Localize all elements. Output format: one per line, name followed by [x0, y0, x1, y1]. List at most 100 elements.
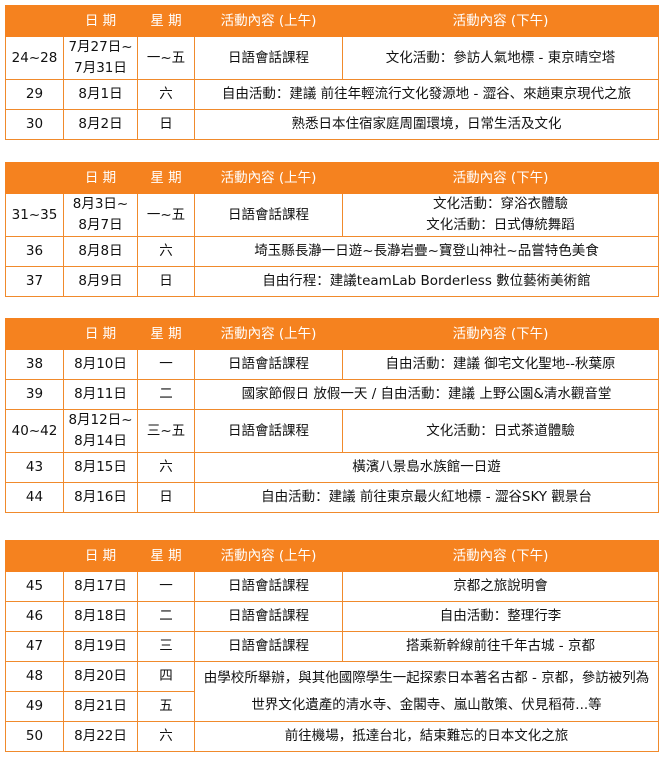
header-cell: 活動內容 (上午)	[194, 162, 343, 194]
cell: 文化活動：穿浴衣體驗 文化活動：日式傳統舞蹈	[342, 193, 659, 237]
header-cell	[5, 318, 64, 350]
cell: 京都之旅說明會	[342, 571, 659, 602]
cell: 自由活動：整理行李	[342, 601, 659, 632]
cell: 二	[137, 601, 195, 632]
cell: 8月17日	[63, 571, 138, 602]
cell: 前往機場，抵達台北，結束難忘的日本文化之旅	[194, 721, 659, 752]
cell: 五	[137, 691, 195, 722]
schedule-row: 37 8月9日日自由行程：建議teamLab Borderless 數位藝術美術館	[5, 266, 659, 297]
cell: 50	[5, 721, 64, 752]
cell: 24~28	[5, 36, 64, 80]
cell: 一~五	[137, 36, 195, 80]
schedule-table: 日 期星 期活動內容 (上午) 活動內容 (下午) 24~28 7月27日~ 7月31…	[5, 5, 659, 140]
cell: 8月1日	[63, 79, 138, 110]
cell: 8月3日~ 8月7日	[63, 193, 138, 237]
cell: 47	[5, 631, 64, 662]
cell: 六	[137, 721, 195, 752]
schedule-row: 30 8月2日日熟悉日本住宿家庭周圍環境，日常生活及文化	[5, 109, 659, 140]
cell: 日語會話課程	[194, 631, 343, 662]
header-cell: 星 期	[137, 5, 195, 37]
cell: 熟悉日本住宿家庭周圍環境，日常生活及文化	[194, 109, 659, 140]
header-cell: 活動內容 (下午)	[342, 5, 659, 37]
cell: 四	[137, 661, 195, 692]
schedule-row: 40~42 8月12日~ 8月14日 三~五 日語會話課程 文化活動：日式茶道體驗	[5, 409, 659, 453]
schedule-row: 43 8月15日六橫濱八景島水族館一日遊	[5, 452, 659, 483]
cell: 日語會話課程	[194, 571, 343, 602]
cell: 8月9日	[63, 266, 138, 297]
cell: 日語會話課程	[194, 601, 343, 632]
cell: 31~35	[5, 193, 64, 237]
cell: 自由活動：建議 前往東京最火紅地標 - 澀谷SKY 觀景台	[194, 482, 659, 513]
cell: 30	[5, 109, 64, 140]
cell: 44	[5, 482, 64, 513]
header-cell: 活動內容 (上午)	[194, 318, 343, 350]
cell: 45	[5, 571, 64, 602]
cell: 埼玉縣長瀞一日遊~長瀞岩疊~寶登山神社~品嘗特色美食	[194, 236, 659, 267]
cell: 由學校所舉辦，與其他國際學生一起探索日本著名古都 - 京都，參訪被列為世界文化遺…	[194, 661, 659, 722]
cell: 國家節假日 放假一天 / 自由活動：建議 上野公園&清水觀音堂	[194, 379, 659, 410]
schedule-row: 49 8月21日五	[5, 691, 659, 722]
schedule-table: 日 期星 期活動內容 (上午) 活動內容 (下午) 31~35 8月3日~ 8月7日一…	[5, 162, 659, 297]
cell: 三	[137, 631, 195, 662]
cell: 8月22日	[63, 721, 138, 752]
cell: 日語會話課程	[194, 36, 343, 80]
header-row: 日 期星 期活動內容 (上午) 活動內容 (下午)	[5, 540, 659, 572]
cell: 48	[5, 661, 64, 692]
cell: 36	[5, 236, 64, 267]
header-cell: 活動內容 (上午)	[194, 5, 343, 37]
header-cell: 星 期	[137, 540, 195, 572]
schedule-row: 45 8月17日一日語會話課程 京都之旅說明會	[5, 571, 659, 602]
header-cell: 日 期	[63, 5, 138, 37]
cell: 40~42	[5, 409, 64, 453]
schedule-row: 46 8月18日二日語會話課程 自由活動：整理行李	[5, 601, 659, 632]
cell: 46	[5, 601, 64, 632]
schedule-row: 50 8月22日六前往機場，抵達台北，結束難忘的日本文化之旅	[5, 721, 659, 752]
cell: 自由活動：建議 前往年輕流行文化發源地 - 澀谷、來趟東京現代之旅	[194, 79, 659, 110]
header-cell: 星 期	[137, 162, 195, 194]
cell: 文化活動：參訪人氣地標 - 東京晴空塔	[342, 36, 659, 80]
cell: 8月11日	[63, 379, 138, 410]
cell: 橫濱八景島水族館一日遊	[194, 452, 659, 483]
cell: 自由活動：建議 御宅文化聖地--秋葉原	[342, 349, 659, 380]
cell: 8月10日	[63, 349, 138, 380]
cell: 日語會話課程	[194, 409, 343, 453]
cell: 自由行程：建議teamLab Borderless 數位藝術美術館	[194, 266, 659, 297]
cell: 日	[137, 482, 195, 513]
cell: 一~五	[137, 193, 195, 237]
schedule-table: 日 期星 期活動內容 (上午) 活動內容 (下午) 38 8月10日一日語會話課程 自由…	[5, 318, 659, 513]
cell: 43	[5, 452, 64, 483]
cell: 8月16日	[63, 482, 138, 513]
cell: 49	[5, 691, 64, 722]
header-cell: 日 期	[63, 540, 138, 572]
schedule-table: 日 期星 期活動內容 (上午) 活動內容 (下午) 45 8月17日一日語會話課程 京都…	[5, 540, 659, 752]
schedule-row: 39 8月11日二國家節假日 放假一天 / 自由活動：建議 上野公園&清水觀音堂	[5, 379, 659, 410]
cell: 8月12日~ 8月14日	[63, 409, 138, 453]
header-cell: 活動內容 (下午)	[342, 540, 659, 572]
cell: 一	[137, 349, 195, 380]
cell: 8月2日	[63, 109, 138, 140]
cell: 日語會話課程	[194, 193, 343, 237]
cell: 日	[137, 109, 195, 140]
cell: 二	[137, 379, 195, 410]
schedule-row: 24~28 7月27日~ 7月31日 一~五 日語會話課程 文化活動：參訪人氣地標 - …	[5, 36, 659, 80]
cell: 文化活動：日式茶道體驗	[342, 409, 659, 453]
cell: 7月27日~ 7月31日	[63, 36, 138, 80]
schedule-row: 36 8月8日六埼玉縣長瀞一日遊~長瀞岩疊~寶登山神社~品嘗特色美食	[5, 236, 659, 267]
cell: 六	[137, 79, 195, 110]
cell: 8月18日	[63, 601, 138, 632]
cell: 三~五	[137, 409, 195, 453]
schedule-row: 29 8月1日六自由活動：建議 前往年輕流行文化發源地 - 澀谷、來趟東京現代之旅	[5, 79, 659, 110]
cell: 8月15日	[63, 452, 138, 483]
header-cell	[5, 540, 64, 572]
header-row: 日 期星 期活動內容 (上午) 活動內容 (下午)	[5, 5, 659, 37]
cell: 六	[137, 236, 195, 267]
cell: 一	[137, 571, 195, 602]
cell: 六	[137, 452, 195, 483]
cell: 8月8日	[63, 236, 138, 267]
cell: 37	[5, 266, 64, 297]
cell: 38	[5, 349, 64, 380]
header-cell	[5, 5, 64, 37]
cell: 29	[5, 79, 64, 110]
cell: 日語會話課程	[194, 349, 343, 380]
